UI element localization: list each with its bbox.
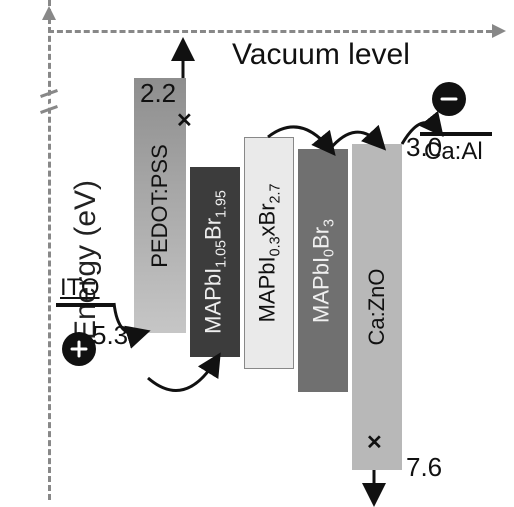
energy-diagram-stage: Energy (eV) Vacuum level PEDOT:PSS 2.2 5…	[0, 0, 514, 507]
misc-arrows	[0, 0, 514, 507]
block-x-bottom: ✕	[366, 430, 383, 455]
block-x-top: ✕	[176, 108, 193, 133]
